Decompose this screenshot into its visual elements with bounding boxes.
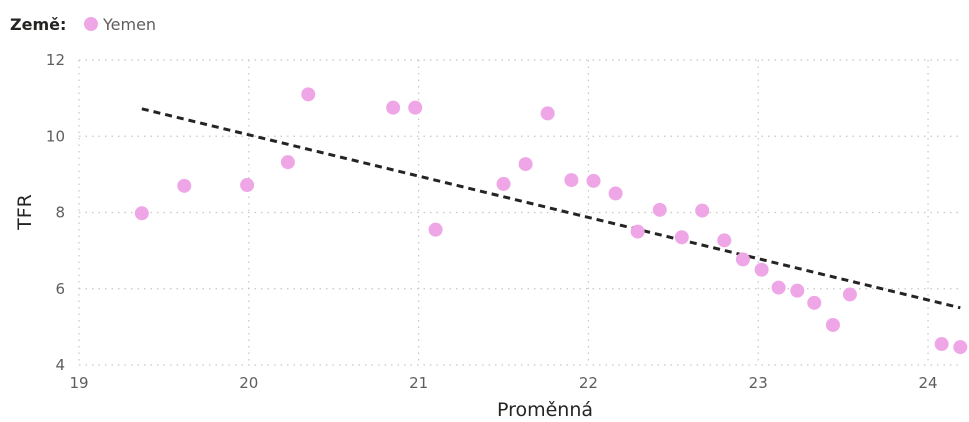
x-tick-label: 20 [239, 374, 258, 392]
data-point[interactable] [177, 178, 192, 193]
y-axis-ticks: 4 6 8 10 12 [46, 51, 65, 374]
data-point[interactable] [386, 100, 401, 115]
data-point[interactable] [408, 100, 423, 115]
y-tick-label: 10 [46, 127, 65, 145]
y-tick-label: 6 [55, 280, 65, 298]
data-point[interactable] [771, 280, 786, 295]
data-point[interactable] [564, 173, 579, 188]
data-point[interactable] [134, 206, 149, 221]
data-point[interactable] [842, 287, 857, 302]
x-tick-label: 23 [749, 374, 768, 392]
data-point[interactable] [586, 173, 601, 188]
data-point[interactable] [695, 203, 710, 218]
data-point[interactable] [652, 202, 667, 217]
data-point[interactable] [934, 337, 949, 352]
gridlines [78, 59, 962, 366]
data-point[interactable] [428, 222, 443, 237]
y-axis-title: TFR [14, 194, 36, 231]
data-point[interactable] [280, 155, 295, 170]
x-tick-label: 19 [69, 374, 88, 392]
data-point[interactable] [953, 340, 968, 355]
legend-title: Země: [10, 15, 66, 34]
legend: Země: Yemen [10, 15, 156, 34]
data-point[interactable] [608, 186, 623, 201]
data-point[interactable] [496, 176, 511, 191]
data-point[interactable] [754, 262, 769, 277]
data-point[interactable] [240, 178, 255, 193]
data-points [134, 87, 968, 355]
data-point[interactable] [674, 230, 689, 245]
data-point[interactable] [807, 295, 822, 310]
data-point[interactable] [630, 224, 645, 239]
legend-label-yemen: Yemen [102, 15, 156, 34]
x-tick-label: 21 [409, 374, 428, 392]
x-tick-label: 22 [579, 374, 598, 392]
y-tick-label: 12 [46, 51, 65, 69]
data-point[interactable] [518, 157, 533, 172]
data-point[interactable] [735, 252, 750, 267]
data-point[interactable] [301, 87, 316, 102]
data-point[interactable] [717, 233, 732, 248]
trendline [141, 107, 961, 310]
data-point[interactable] [790, 283, 805, 298]
y-tick-label: 4 [55, 356, 65, 374]
x-tick-label: 24 [918, 374, 937, 392]
legend-marker-yemen [84, 17, 98, 31]
y-tick-label: 8 [55, 204, 65, 222]
data-point[interactable] [540, 106, 555, 121]
data-point[interactable] [825, 317, 840, 332]
x-axis-ticks: 19 20 21 22 23 24 [69, 374, 937, 392]
x-axis-title: Proměnná [497, 399, 593, 421]
